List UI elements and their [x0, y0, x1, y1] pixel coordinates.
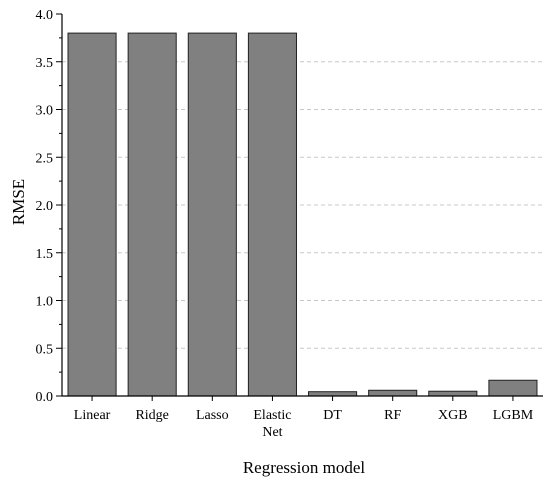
bar [308, 391, 358, 397]
x-category-label: LGBM [493, 408, 534, 423]
y-axis-title: RMSE [9, 179, 28, 225]
x-category-label: Lasso [196, 408, 229, 423]
x-category-label: RF [384, 408, 401, 423]
y-tick-label: 4.0 [36, 8, 54, 23]
x-category-label: DT [323, 408, 342, 423]
x-category-label: XGB [438, 408, 468, 423]
bar [428, 390, 478, 397]
axes [56, 13, 543, 401]
bar [247, 32, 297, 397]
x-axis-title: Regression model [243, 458, 366, 477]
y-tick-label: 2.0 [36, 199, 54, 214]
bar [127, 32, 177, 397]
bars [67, 32, 538, 397]
y-tick-label: 1.0 [36, 295, 54, 310]
y-tick-labels: 0.0 0.5 1.0 1.5 2.0 2.5 3.0 3.5 4.0 [36, 8, 54, 405]
y-tick-label: 2.5 [36, 151, 54, 166]
y-tick-label: 1.5 [36, 247, 54, 262]
y-tick-label: 3.5 [36, 56, 54, 71]
bar [187, 32, 237, 397]
y-tick-label: 3.0 [36, 104, 54, 119]
x-category-label: Linear [74, 408, 111, 423]
x-category-label: Elastic Net [253, 408, 291, 440]
y-tick-label: 0.0 [36, 390, 54, 405]
bar [488, 379, 538, 397]
x-category-labels: Linear Ridge Lasso Elastic Net DT RF XGB LGBM [74, 408, 534, 440]
x-category-label: Ridge [135, 408, 168, 423]
y-tick-label: 0.5 [36, 342, 54, 357]
bar [67, 32, 117, 397]
bar [368, 389, 418, 397]
